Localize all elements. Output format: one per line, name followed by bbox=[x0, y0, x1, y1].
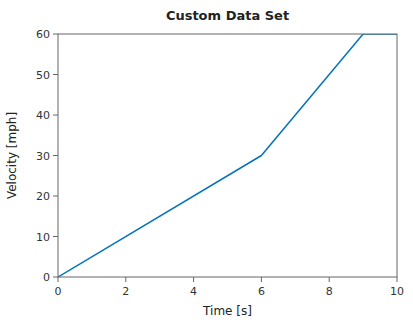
y-tick bbox=[53, 155, 58, 156]
chart-container: 0 2 4 6 8 10 0 10 20 30 40 50 60 Custom Data Set Time … bbox=[0, 0, 413, 325]
y-tick bbox=[53, 277, 58, 278]
plot-area bbox=[58, 34, 397, 277]
y-tick-label: 60 bbox=[36, 28, 50, 41]
y-axis-label: Velocity [mph] bbox=[5, 112, 19, 199]
x-tick bbox=[193, 277, 194, 282]
x-tick bbox=[397, 277, 398, 282]
x-axis-label: Time [s] bbox=[202, 304, 252, 318]
x-tick-label: 4 bbox=[190, 285, 197, 298]
x-tick-label: 2 bbox=[122, 285, 129, 298]
plot-background bbox=[58, 34, 397, 277]
y-tick-label: 10 bbox=[36, 231, 50, 244]
x-tick-label: 10 bbox=[390, 285, 404, 298]
chart-svg: 0 2 4 6 8 10 0 10 20 30 40 50 60 Custom Data Set Time … bbox=[0, 0, 413, 325]
data-line bbox=[58, 34, 397, 277]
y-tick-label: 40 bbox=[36, 109, 50, 122]
y-tick-label: 0 bbox=[43, 271, 50, 284]
y-tick bbox=[53, 196, 58, 197]
x-tick-label: 8 bbox=[326, 285, 333, 298]
y-tick-label: 50 bbox=[36, 69, 50, 82]
y-tick bbox=[53, 74, 58, 75]
x-tick bbox=[58, 277, 59, 282]
y-tick-label: 20 bbox=[36, 190, 50, 203]
y-tick-label: 30 bbox=[36, 150, 50, 163]
chart-title: Custom Data Set bbox=[166, 8, 289, 23]
y-tick bbox=[53, 34, 58, 35]
x-tick-label: 0 bbox=[55, 285, 62, 298]
plot-frame bbox=[58, 34, 397, 277]
y-tick bbox=[53, 236, 58, 237]
x-tick-label: 6 bbox=[258, 285, 265, 298]
y-tick bbox=[53, 115, 58, 116]
x-tick bbox=[261, 277, 262, 282]
x-tick bbox=[329, 277, 330, 282]
x-tick bbox=[125, 277, 126, 282]
